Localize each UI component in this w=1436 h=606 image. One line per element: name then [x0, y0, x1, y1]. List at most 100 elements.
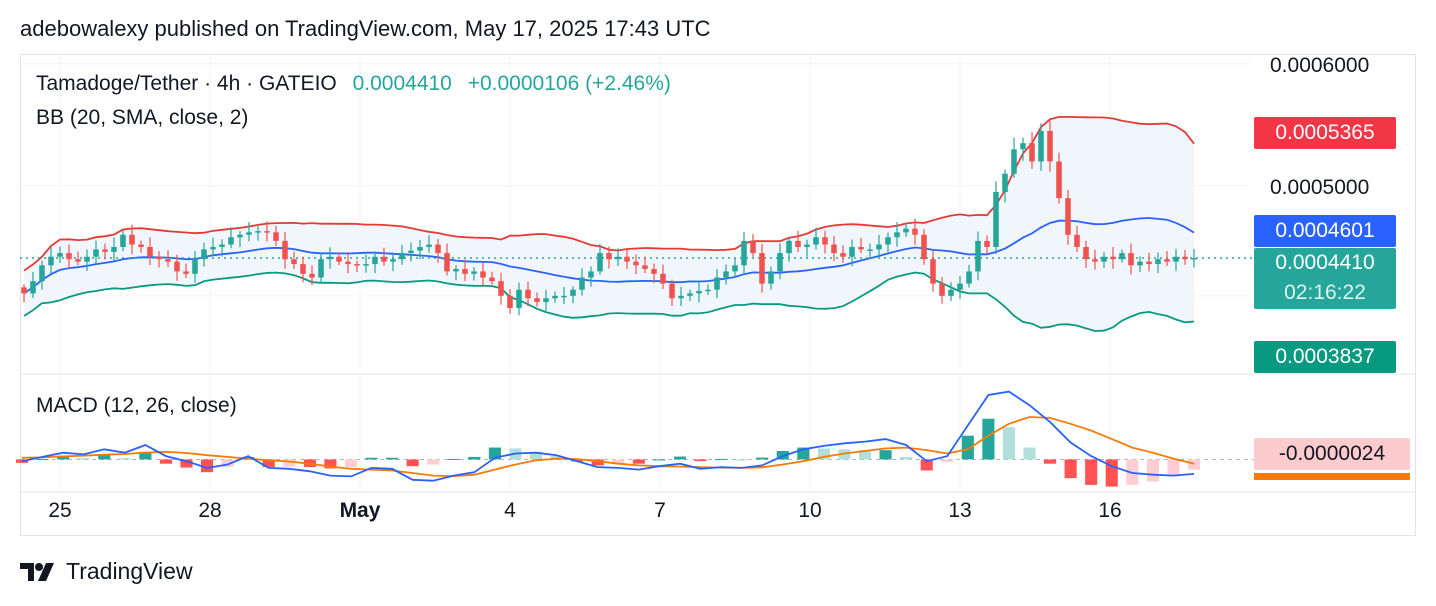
candle-body: [651, 268, 657, 274]
candle-body: [894, 232, 900, 238]
candle-body: [849, 246, 855, 257]
candle-body: [138, 244, 144, 247]
symbol-label: Tamadoge/Tether · 4h · GATEIO: [36, 72, 337, 95]
candle-body: [30, 281, 36, 294]
candle-body: [264, 231, 270, 233]
macd-histogram-bar: [653, 459, 666, 461]
bb-fill: [24, 116, 1194, 332]
y-tick-label: 0.0006000: [1270, 54, 1369, 77]
macd-histogram-bar: [365, 457, 378, 460]
y-tick-label: 0.0005000: [1270, 176, 1369, 199]
macd-histogram-bar: [221, 459, 234, 468]
bb-upper-tag: 0.0005365: [1254, 117, 1396, 149]
candle-body: [966, 271, 972, 284]
candle-body: [930, 259, 936, 284]
bb-lower-line: [23, 271, 1195, 332]
candle-body: [1146, 261, 1152, 265]
countdown-timer: 02:16:22: [1284, 281, 1366, 304]
last-price-value: 0.0004410: [1275, 251, 1375, 274]
candle-body: [1110, 256, 1116, 260]
x-tick-label: 16: [1098, 499, 1121, 522]
macd-histogram-bar: [715, 458, 728, 460]
x-tick-label: 25: [48, 499, 71, 522]
symbol-legend[interactable]: Tamadoge/Tether · 4h · GATEIO 0.0004410 …: [36, 72, 671, 96]
candle-body: [408, 250, 414, 254]
macd-histogram-bar: [406, 459, 419, 467]
candle-body: [831, 244, 837, 254]
candle-body: [822, 237, 828, 245]
candle-body: [453, 268, 459, 272]
macd-histogram-bar: [36, 458, 49, 460]
candle-body: [1092, 259, 1098, 262]
candle-body: [300, 264, 306, 274]
candle-body: [129, 234, 135, 245]
candle-body: [1119, 253, 1125, 260]
last-price-label: 0.0004410: [352, 72, 452, 95]
chart-frame: [20, 54, 1416, 536]
bb-basis-line: [23, 217, 1195, 295]
macd-histogram-bar: [1146, 459, 1159, 482]
macd-histogram-bar: [159, 459, 172, 464]
candle-body: [1047, 130, 1053, 162]
candle-body: [804, 244, 810, 247]
macd-histogram-bar: [488, 447, 501, 460]
macd-legend[interactable]: MACD (12, 26, close): [36, 394, 237, 417]
macd-histogram-bar: [1187, 459, 1201, 470]
candle-body: [1101, 256, 1107, 262]
bb-legend[interactable]: BB (20, SMA, close, 2): [36, 106, 249, 129]
candle-body: [246, 232, 252, 235]
candle-body: [1083, 246, 1089, 260]
candle-body: [192, 259, 198, 274]
macd-histogram-bar: [1064, 459, 1077, 479]
candle-body: [678, 295, 684, 299]
macd-histogram-bar: [1167, 459, 1180, 477]
candle-body: [975, 240, 981, 272]
candle-body: [327, 256, 333, 260]
macd-histogram-bar: [879, 450, 892, 460]
candle-body: [1155, 259, 1161, 265]
macd-histogram-bar: [118, 458, 131, 460]
candle-body: [759, 253, 765, 284]
candle-body: [1173, 256, 1179, 262]
candle-body: [903, 228, 909, 233]
candle-body: [588, 271, 594, 278]
candle-body: [1011, 149, 1017, 174]
candle-body: [579, 277, 585, 290]
candle-body: [372, 256, 378, 265]
candle-body: [525, 289, 531, 299]
candle-body: [498, 281, 504, 296]
brand-label: TradingView: [66, 558, 193, 584]
candle-body: [750, 240, 756, 254]
candle-body: [1038, 130, 1044, 162]
macd-histogram-bar: [982, 418, 995, 460]
signal-value-tag: [1254, 473, 1410, 480]
macd-histogram-bar: [673, 456, 687, 460]
candle-body: [39, 265, 45, 282]
x-tick-label: 4: [504, 499, 516, 522]
candle-body: [1128, 253, 1134, 266]
candle-body: [417, 246, 423, 251]
candle-body: [606, 253, 612, 260]
candle-body: [291, 259, 297, 265]
change-label: +0.0000106 (+2.46%): [467, 72, 671, 95]
macd-histogram-bar: [591, 459, 604, 466]
candle-body: [444, 253, 450, 272]
macd-histogram-bar: [529, 451, 543, 460]
macd-histogram-bar: [386, 457, 399, 460]
macd-histogram-bar: [858, 450, 872, 460]
candle-body: [687, 293, 693, 296]
candle-body: [705, 289, 711, 292]
candle-body: [399, 253, 405, 260]
candle-body: [1029, 143, 1035, 162]
candle-body: [480, 271, 486, 278]
candle-body: [156, 256, 162, 260]
macd-histogram-bar: [200, 459, 214, 473]
bb-basis-tag: 0.0004601: [1254, 215, 1396, 247]
candle-body: [561, 295, 567, 298]
candle-body: [111, 246, 117, 252]
macd-histogram-bar: [961, 435, 974, 460]
candle-body: [885, 237, 891, 245]
macd-histogram-bar: [1023, 447, 1036, 460]
macd-histogram-bar: [1085, 459, 1098, 485]
